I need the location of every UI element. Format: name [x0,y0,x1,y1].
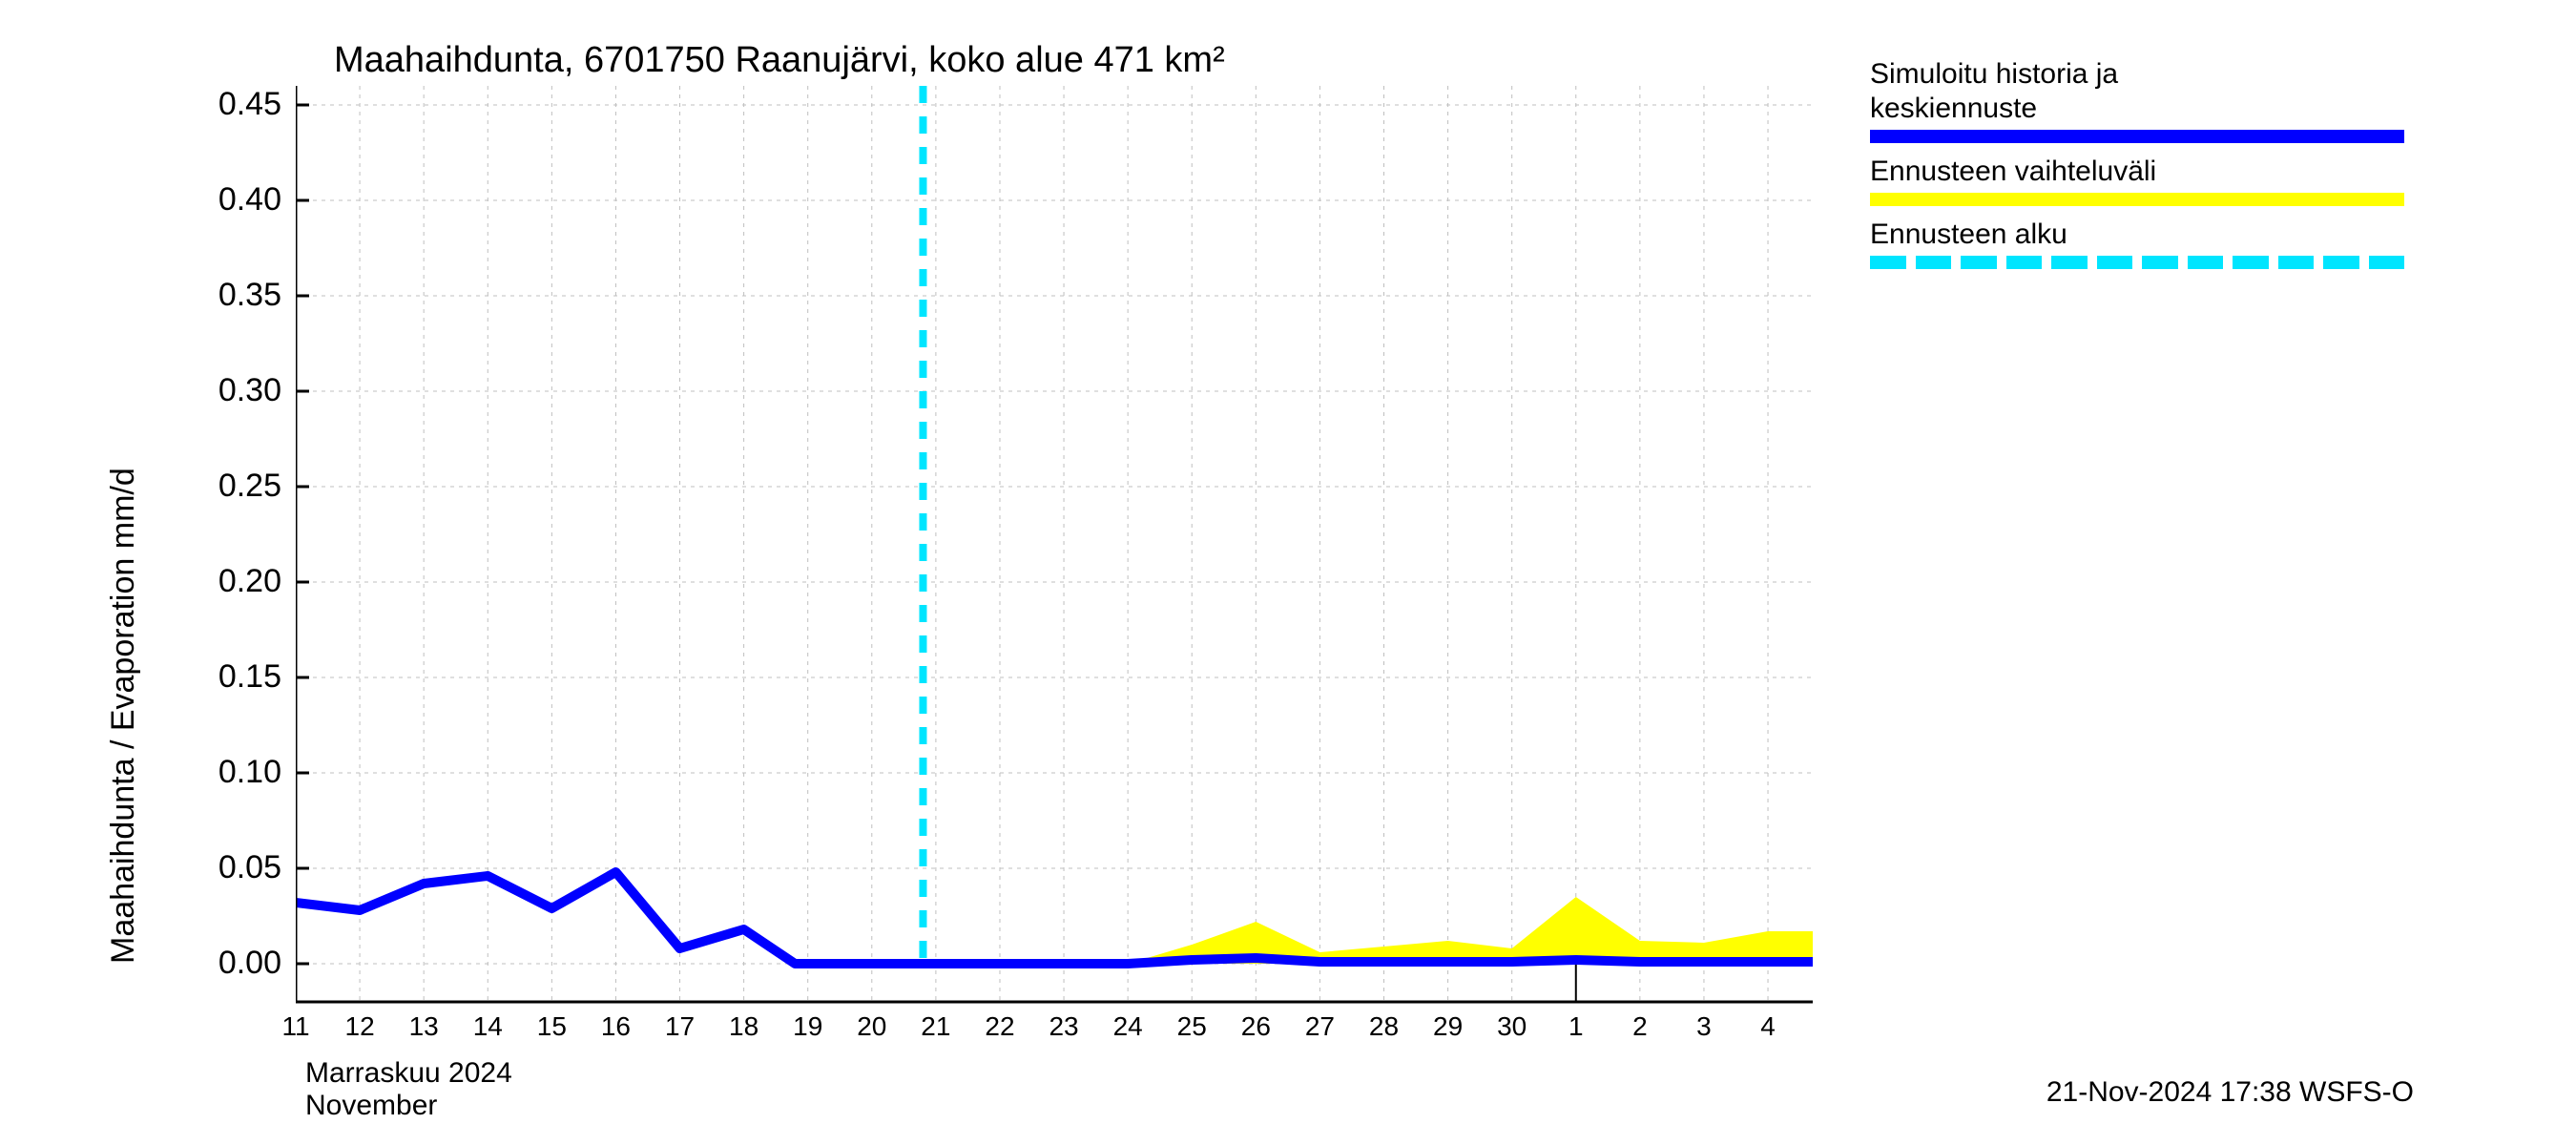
x-tick-label: 19 [775,1011,841,1042]
x-tick-label: 17 [647,1011,714,1042]
plot-area [296,86,1815,1004]
x-tick-label: 27 [1286,1011,1353,1042]
x-tick-label: 1 [1543,1011,1610,1042]
x-tick-label: 22 [966,1011,1033,1042]
y-axis-label: Maahaihdunta / Evaporation mm/d [105,468,142,964]
x-tick-label: 21 [903,1011,969,1042]
x-tick-label: 12 [326,1011,393,1042]
x-axis-month-label-2: November [305,1090,437,1122]
legend-label: Simuloitu historia ja keskiennuste [1870,57,2404,126]
y-tick-label: 0.15 [167,658,281,696]
y-tick-label: 0.35 [167,277,281,314]
legend-swatch-solid [1870,193,2404,206]
x-tick-label: 20 [839,1011,905,1042]
x-tick-label: 3 [1671,1011,1737,1042]
legend-label: Ennusteen vaihteluväli [1870,155,2404,189]
y-tick-label: 0.10 [167,754,281,791]
x-tick-label: 11 [262,1011,329,1042]
x-tick-label: 15 [518,1011,585,1042]
x-tick-label: 25 [1158,1011,1225,1042]
x-tick-label: 30 [1479,1011,1546,1042]
y-tick-label: 0.25 [167,468,281,505]
y-tick-label: 0.30 [167,372,281,409]
legend: Simuloitu historia ja keskiennuste Ennus… [1870,57,2404,277]
x-tick-label: 4 [1735,1011,1801,1042]
legend-entry-history: Simuloitu historia ja keskiennuste [1870,57,2404,143]
footer-timestamp: 21-Nov-2024 17:38 WSFS-O [2046,1076,2414,1109]
legend-swatch-dashed [1870,256,2404,269]
y-tick-label: 0.05 [167,849,281,886]
x-tick-label: 28 [1351,1011,1418,1042]
x-tick-label: 14 [454,1011,521,1042]
legend-entry-band: Ennusteen vaihteluväli [1870,155,2404,206]
chart-container: Maahaihdunta, 6701750 Raanujärvi, koko a… [0,0,2576,1145]
x-tick-label: 26 [1222,1011,1289,1042]
chart-title: Maahaihdunta, 6701750 Raanujärvi, koko a… [334,40,1225,81]
y-tick-label: 0.00 [167,945,281,982]
y-tick-label: 0.20 [167,563,281,600]
x-tick-label: 23 [1030,1011,1097,1042]
y-tick-label: 0.40 [167,181,281,219]
x-tick-label: 29 [1415,1011,1482,1042]
x-axis-month-label-1: Marraskuu 2024 [305,1057,512,1090]
x-tick-label: 18 [711,1011,778,1042]
x-tick-label: 2 [1607,1011,1673,1042]
x-tick-label: 24 [1094,1011,1161,1042]
legend-label: Ennusteen alku [1870,218,2404,252]
y-tick-label: 0.45 [167,86,281,123]
x-tick-label: 13 [390,1011,457,1042]
legend-entry-forecast-start: Ennusteen alku [1870,218,2404,269]
legend-swatch-solid [1870,130,2404,143]
x-tick-label: 16 [582,1011,649,1042]
